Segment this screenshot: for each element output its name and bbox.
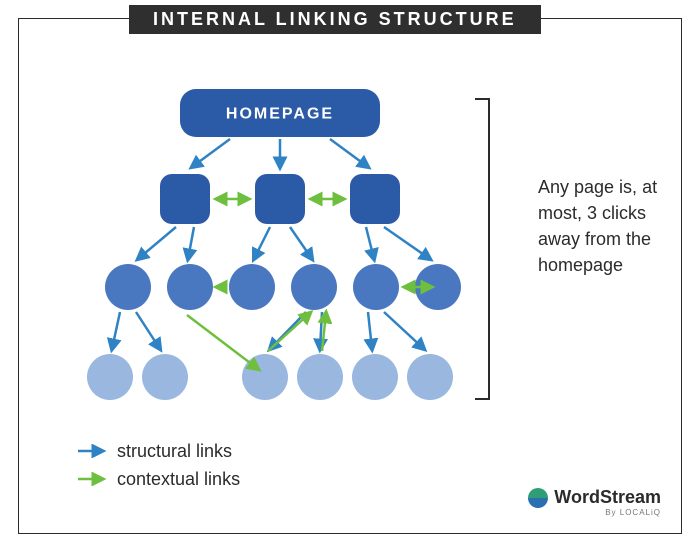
structural-link-arrow [192, 139, 230, 167]
contextual-link-arrow [268, 313, 310, 351]
brand-byline: By LOCALiQ [528, 508, 661, 517]
legend-contextual: contextual links [77, 465, 240, 493]
legend: structural links contextual links [77, 437, 240, 493]
diagram-frame: INTERNAL LINKING STRUCTURE HOMEPAGE Any … [18, 18, 682, 534]
structural-link-arrow [136, 312, 160, 349]
node-level2 [353, 264, 399, 310]
caption-text: Any page is, at most, 3 clicks away from… [538, 174, 663, 278]
brand-name-text: WordStream [554, 487, 661, 508]
structural-link-arrow [366, 227, 374, 259]
node-level1 [160, 174, 210, 224]
node-level2 [229, 264, 275, 310]
structural-link-arrow [384, 312, 424, 349]
node-level3 [87, 354, 133, 400]
brand-name: WordStream [528, 487, 661, 508]
arrow-right-icon [77, 472, 107, 486]
homepage-label: HOMEPAGE [226, 106, 334, 123]
structural-link-arrow [290, 227, 312, 259]
node-level2 [105, 264, 151, 310]
contextual-link-arrow [187, 315, 258, 369]
structural-link-arrow [384, 227, 430, 259]
node-level3 [352, 354, 398, 400]
legend-contextual-label: contextual links [117, 469, 240, 490]
node-level3 [297, 354, 343, 400]
node-level2 [291, 264, 337, 310]
node-level2 [167, 264, 213, 310]
node-level3 [142, 354, 188, 400]
bracket-icon [475, 99, 489, 399]
node-level1 [350, 174, 400, 224]
node-level3 [407, 354, 453, 400]
structural-link-arrow [254, 227, 270, 259]
arrow-right-icon [77, 444, 107, 458]
title-banner: INTERNAL LINKING STRUCTURE [129, 5, 541, 34]
legend-structural-label: structural links [117, 441, 232, 462]
title-text: INTERNAL LINKING STRUCTURE [153, 9, 517, 29]
brand-block: WordStream By LOCALiQ [528, 487, 661, 517]
structural-link-arrow [330, 139, 368, 167]
structural-link-arrow [188, 227, 194, 259]
legend-structural: structural links [77, 437, 240, 465]
structural-link-arrow [368, 312, 372, 349]
brand-logo-icon [528, 488, 548, 508]
structural-link-arrow [112, 312, 120, 349]
structural-link-arrow [138, 227, 176, 259]
node-level1 [255, 174, 305, 224]
